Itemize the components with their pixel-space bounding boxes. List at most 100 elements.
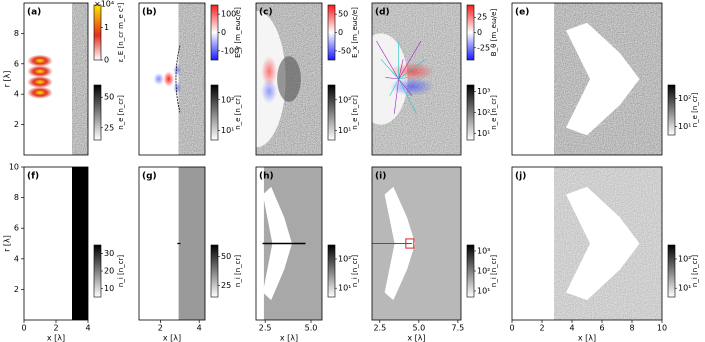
image-feature bbox=[27, 86, 53, 99]
image-feature bbox=[163, 71, 174, 87]
colorbar-tick-label: 10¹ bbox=[338, 126, 351, 135]
x-tick-label: 2 bbox=[158, 324, 163, 333]
colorbar-label: n_e [n_cr] bbox=[117, 95, 125, 130]
image-feature bbox=[398, 58, 426, 80]
colorbar-label: n_e [n_cr] bbox=[234, 95, 242, 130]
image-feature bbox=[398, 78, 417, 115]
axes-frame bbox=[138, 2, 206, 156]
panel: (j) 0 2 4 6 8 10 x [λ] 10¹ 10² n_i [n_cr] bbox=[509, 166, 699, 342]
y-tick-label: 4 bbox=[14, 90, 19, 99]
panel: (g) 2 4 x [λ] 25 50 n_i [n_cr] bbox=[138, 166, 242, 342]
colorbar bbox=[210, 244, 219, 298]
colorbar-label: n_i [n_cr] bbox=[490, 255, 498, 288]
x-tick-label: 2.5 bbox=[259, 324, 272, 333]
colorbar-tick-label: 25 bbox=[221, 281, 231, 290]
colorbar-tick-label: 10³ bbox=[477, 247, 490, 256]
colorbar-tick-label: 10¹ bbox=[221, 126, 234, 135]
axes-frame bbox=[371, 2, 462, 156]
colorbar-tick-label: 30 bbox=[104, 249, 114, 258]
image-feature bbox=[173, 63, 182, 76]
image-feature bbox=[566, 186, 640, 301]
colorbar-tick-label: 10² bbox=[338, 95, 351, 104]
image-feature bbox=[261, 56, 278, 87]
colorbar-tick-label: 50 bbox=[221, 252, 231, 261]
image-feature bbox=[27, 75, 53, 89]
panel-label: (c) bbox=[259, 8, 273, 18]
y-tick-label: 2 bbox=[14, 120, 19, 129]
colorbar-tick-label: 10² bbox=[477, 108, 490, 117]
image-region bbox=[178, 167, 205, 320]
colorbar-tick-label: 25 bbox=[104, 123, 114, 132]
colorbar-tick-label: 10² bbox=[221, 95, 234, 104]
colorbar-label: B_θ [m_eω/e] bbox=[490, 9, 498, 57]
y-tick-label: 2 bbox=[14, 285, 19, 294]
x-tick-label: 2 bbox=[539, 324, 544, 333]
panel: (a) 2 4 6 8 r [λ] 0 1 ×10⁴ ε_E [n_cr m_e c²] 25 50 n… bbox=[3, 0, 125, 156]
heatmap-image bbox=[177, 167, 205, 320]
panel: (f) 2 4 6 8 10 0 2 4 x [λ] r [λ] 10 20 30n_i [n_cr] bbox=[3, 163, 126, 342]
image-feature bbox=[27, 65, 53, 78]
axes-frame bbox=[138, 166, 206, 321]
colorbar bbox=[466, 84, 475, 141]
image-feature bbox=[175, 45, 181, 113]
image-feature bbox=[398, 77, 408, 80]
panel-label: (d) bbox=[375, 8, 390, 18]
axes-frame bbox=[371, 166, 462, 321]
y-tick-label: 10 bbox=[9, 163, 19, 172]
panel-label: (g) bbox=[142, 172, 157, 182]
panel: (h) 2.5 5.0 x [λ] 10¹ 10² n_i [n_cr] bbox=[255, 166, 359, 342]
y-tick-label: 4 bbox=[14, 254, 19, 263]
colorbar bbox=[210, 84, 219, 141]
image-feature bbox=[393, 78, 399, 114]
image-feature bbox=[376, 40, 399, 80]
colorbar bbox=[93, 244, 102, 298]
colorbar bbox=[667, 244, 676, 298]
axes-frame bbox=[255, 2, 323, 156]
x-axis-label: x [λ] bbox=[407, 334, 425, 342]
x-tick-label: 5.0 bbox=[305, 324, 318, 333]
panel-label: (j) bbox=[515, 172, 526, 182]
image-feature bbox=[380, 59, 399, 80]
y-axis-label: r [λ] bbox=[3, 235, 12, 252]
image-feature bbox=[173, 82, 182, 95]
colorbar-tick-label: 20 bbox=[104, 267, 114, 276]
colorbar-tick-label: 25 bbox=[477, 13, 487, 22]
colorbar-tick-label: -50 bbox=[338, 46, 351, 55]
panel-label: (f) bbox=[27, 172, 39, 182]
image-region bbox=[72, 3, 88, 155]
colorbar-tick-label: -100 bbox=[221, 46, 239, 55]
y-tick-label: 6 bbox=[14, 224, 19, 233]
image-feature bbox=[405, 238, 415, 249]
heatmap-image bbox=[27, 3, 88, 155]
image-feature bbox=[398, 78, 413, 96]
colorbar-label: ε_E [n_cr m_e c²] bbox=[117, 2, 125, 62]
colorbar-tick-label: 10 bbox=[104, 284, 114, 293]
y-tick-label: 8 bbox=[14, 193, 19, 202]
colorbar bbox=[210, 4, 219, 61]
axes-frame bbox=[23, 2, 89, 156]
colorbar bbox=[327, 4, 336, 61]
axes-frame bbox=[255, 166, 323, 321]
image-feature bbox=[398, 40, 422, 80]
heatmap-image bbox=[262, 167, 322, 320]
panel: (c) 50 0 -50 E_x [m_eωc/e] 10¹ 10² n_e [n_cr] bbox=[255, 2, 359, 156]
x-tick-label: 7.5 bbox=[452, 324, 465, 333]
image-feature bbox=[398, 59, 404, 80]
colorbar-tick-label: 10¹ bbox=[338, 284, 351, 293]
colorbar-tick-label: 0 bbox=[338, 28, 343, 37]
heatmap-image bbox=[256, 3, 322, 155]
x-axis-label: x [λ] bbox=[163, 334, 181, 342]
colorbar-tick-label: 0 bbox=[477, 28, 482, 37]
heatmap-image bbox=[554, 3, 662, 155]
heatmap-image bbox=[372, 3, 461, 155]
image-region bbox=[72, 167, 88, 320]
colorbar-multiplier: ×10⁴ bbox=[94, 0, 114, 9]
x-tick-label: 0 bbox=[21, 324, 26, 333]
axes-frame bbox=[511, 2, 663, 156]
colorbar-label: E_y [m_eωc/e] bbox=[234, 7, 242, 58]
colorbar bbox=[327, 84, 336, 141]
colorbar bbox=[93, 4, 102, 61]
colorbar-label: n_i [n_cr] bbox=[117, 255, 125, 288]
x-tick-label: 2 bbox=[53, 324, 58, 333]
colorbar-tick-label: 10² bbox=[678, 254, 691, 263]
